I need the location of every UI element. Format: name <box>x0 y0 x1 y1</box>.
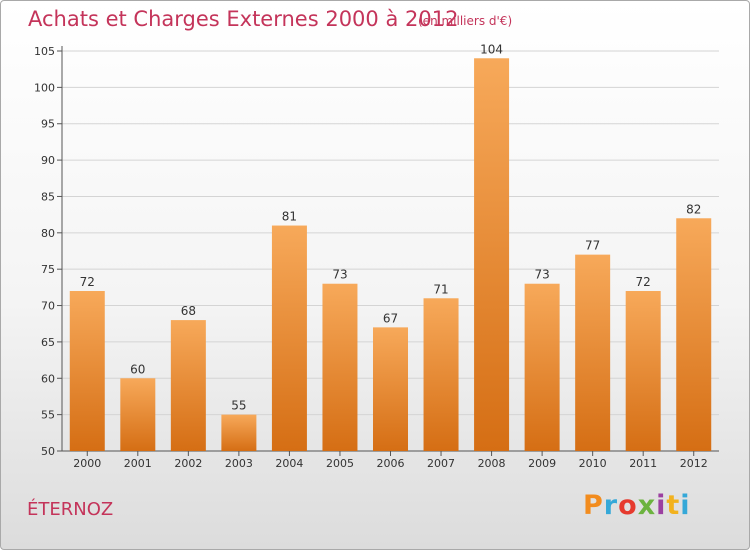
y-tick-label: 75 <box>41 263 55 276</box>
y-tick-label: 85 <box>41 190 55 203</box>
y-tick-label: 50 <box>41 445 55 458</box>
x-tick-label-2005: 2005 <box>326 457 354 470</box>
logo-letter: P <box>583 490 604 521</box>
logo-letter: i <box>680 490 691 521</box>
y-tick-label: 95 <box>41 118 55 131</box>
value-label-2002: 68 <box>181 304 196 318</box>
x-tick-label-2012: 2012 <box>680 457 708 470</box>
commune-name: ÉTERNOZ <box>27 499 114 520</box>
value-label-2009: 73 <box>534 268 549 282</box>
y-tick-label: 55 <box>41 409 55 422</box>
y-tick-label: 80 <box>41 227 55 240</box>
y-tick-label: 100 <box>34 81 55 94</box>
y-tick-label: 105 <box>34 45 55 58</box>
x-tick-label-2000: 2000 <box>73 457 101 470</box>
x-tick-label-2010: 2010 <box>579 457 607 470</box>
y-tick-label: 60 <box>41 372 55 385</box>
bar-2004 <box>271 225 307 451</box>
bar-2007 <box>423 298 459 451</box>
logo-letter: t <box>666 490 681 521</box>
y-tick-label: 70 <box>41 300 55 313</box>
x-tick-label-2003: 2003 <box>225 457 253 470</box>
value-label-2011: 72 <box>636 275 651 289</box>
bar-2001 <box>120 378 156 451</box>
logo-letter: i <box>656 490 667 521</box>
chart-subtitle: (en milliers d'€) <box>418 14 513 28</box>
value-label-2005: 73 <box>332 268 347 282</box>
value-label-2000: 72 <box>80 275 95 289</box>
value-label-2010: 77 <box>585 239 600 253</box>
x-tick-label-2008: 2008 <box>478 457 506 470</box>
logo-letter: r <box>603 490 619 521</box>
value-label-2006: 67 <box>383 311 398 325</box>
bar-2009 <box>524 283 560 451</box>
value-label-2003: 55 <box>231 399 246 413</box>
chart-title: Achats et Charges Externes 2000 à 2012 <box>28 7 459 31</box>
x-tick-label-2004: 2004 <box>275 457 303 470</box>
bar-2008 <box>474 58 510 451</box>
x-tick-label-2001: 2001 <box>124 457 152 470</box>
value-label-2004: 81 <box>282 210 297 224</box>
proxiti-logo[interactable]: Proxiti <box>583 490 691 521</box>
logo-letter: o <box>618 490 638 521</box>
bar-2011 <box>625 291 661 451</box>
x-tick-label-2011: 2011 <box>629 457 657 470</box>
value-label-2001: 60 <box>130 362 145 376</box>
labels: 50 55 60 65 70 75 80 85 90 95 100 105 72 2000 60 2001 68… <box>34 42 708 470</box>
logo-letter: x <box>637 490 657 521</box>
x-tick-label-2009: 2009 <box>528 457 556 470</box>
y-tick-label: 90 <box>41 154 55 167</box>
value-label-2012: 82 <box>686 202 701 216</box>
bar-2012 <box>676 218 712 451</box>
y-tick-label: 65 <box>41 336 55 349</box>
bar-2003 <box>221 414 257 451</box>
x-tick-label-2002: 2002 <box>174 457 202 470</box>
value-label-2008: 104 <box>480 42 503 56</box>
bar-2005 <box>322 283 358 451</box>
bar-2006 <box>373 327 408 451</box>
bars <box>69 58 712 451</box>
bar-2010 <box>575 254 611 451</box>
bar-2000 <box>69 291 105 451</box>
bar-2002 <box>170 320 206 451</box>
x-tick-label-2007: 2007 <box>427 457 455 470</box>
x-tick-label-2006: 2006 <box>377 457 405 470</box>
value-label-2007: 71 <box>433 282 448 296</box>
